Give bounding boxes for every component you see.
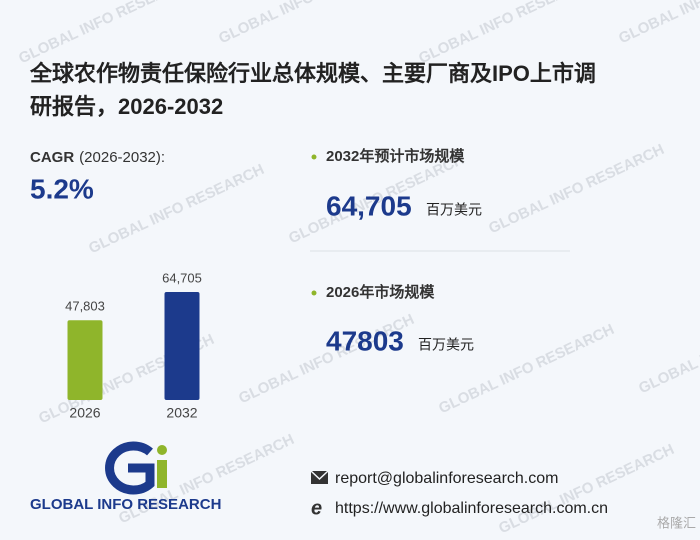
x-tick-label: 2032 [166, 405, 197, 421]
cagr-name: CAGR [30, 149, 74, 166]
logo-text: GLOBAL INFO RESEARCH [30, 496, 221, 513]
stat-label: 2026年市场规模 [326, 283, 435, 301]
stat-unit: 百万美元 [426, 202, 482, 218]
stat-label: 2032年预计市场规模 [326, 147, 465, 165]
bar [164, 292, 200, 400]
bar [67, 320, 103, 400]
logo-i [157, 460, 167, 488]
web-icon: e [311, 497, 322, 519]
email: report@globalinforesearch.com [335, 470, 558, 487]
email-icon-flap [310, 470, 329, 481]
value-label: 64,705 [162, 270, 202, 285]
cagr-period: (2026-2032): [79, 149, 165, 166]
title-line: 全球农作物责任保险行业总体规模、主要厂商及IPO上市调 [29, 61, 596, 86]
value-label: 47,803 [65, 299, 105, 314]
stat-value: 47803 [326, 325, 404, 356]
bullet [311, 290, 317, 296]
title-line: 研报告，2026-2032 [30, 94, 223, 119]
stat-value: 64,705 [326, 190, 412, 221]
website: https://www.globalinforesearch.com.cn [335, 500, 608, 517]
logo-dot [157, 445, 167, 455]
logo-mark [105, 441, 167, 495]
corner-badge: 格隆汇 [657, 515, 696, 530]
bar-chart: 47,803 2026 64,705 2032 [65, 270, 202, 420]
stat-unit: 百万美元 [418, 337, 474, 353]
logo-g [105, 441, 155, 495]
cagr-value: 5.2% [30, 173, 94, 204]
x-tick-label: 2026 [69, 405, 100, 421]
cagr-label: CAGR (2026-2032): [30, 149, 165, 166]
bullet [311, 154, 317, 160]
